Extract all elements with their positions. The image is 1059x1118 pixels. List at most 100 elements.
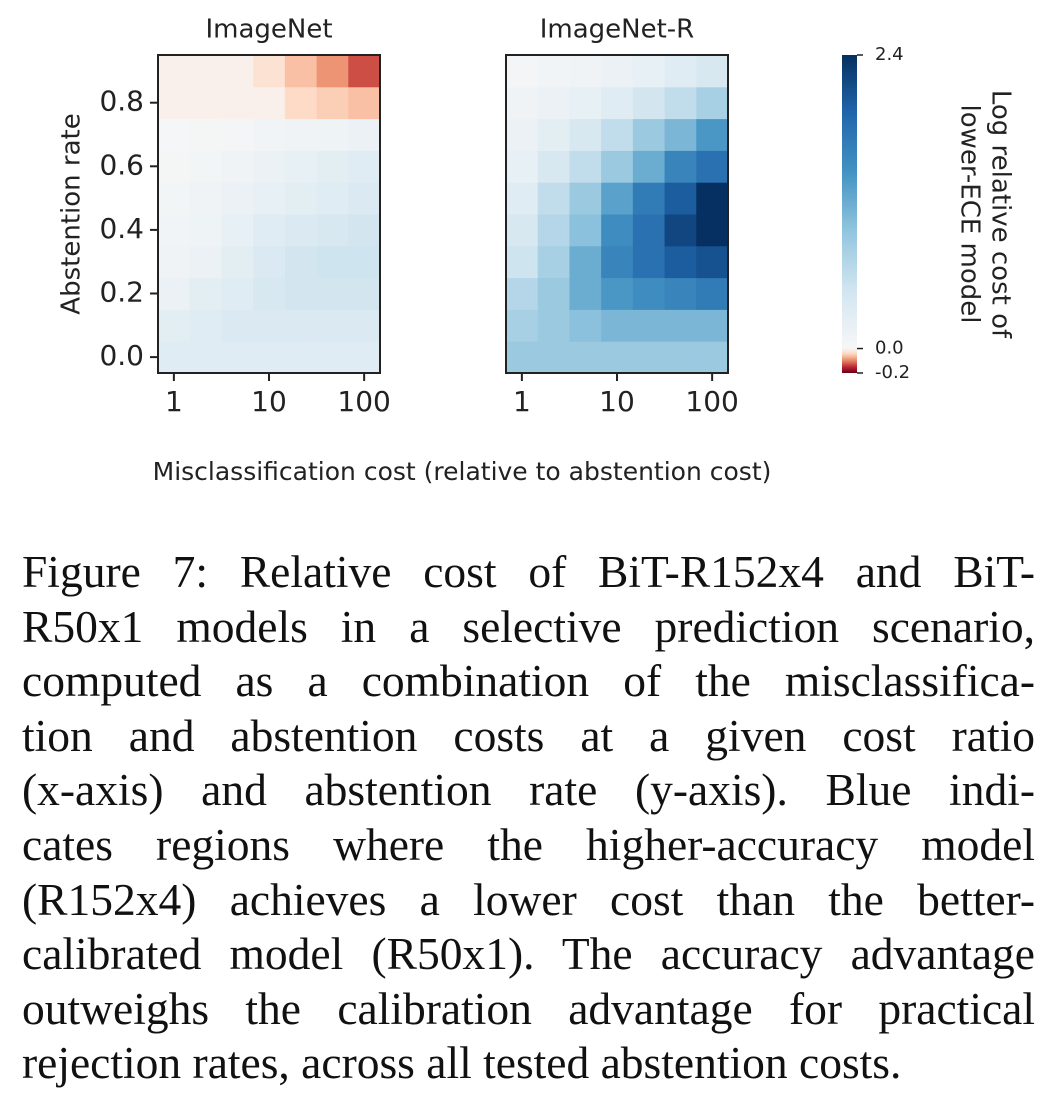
heatmap-cell <box>189 182 222 215</box>
heatmap-cell <box>316 86 349 120</box>
y-tick-label: 0.0 <box>99 339 144 372</box>
heatmap-cell <box>284 245 318 279</box>
figure: Misclassification cost (relative to abst… <box>57 15 1016 487</box>
heatmap-cell <box>601 277 634 310</box>
heatmap-cell <box>284 277 318 310</box>
heatmap-cell <box>632 86 666 120</box>
caption-line: outweighs the calibration advantage for … <box>22 982 1035 1034</box>
heatmap-cell <box>537 341 570 374</box>
heatmap-cell <box>253 86 286 120</box>
heatmap-cell <box>284 55 318 88</box>
heatmap-cell <box>348 86 381 120</box>
heatmap-cell <box>664 182 697 215</box>
heatmap-cell <box>696 55 729 88</box>
heatmap-cell <box>506 55 539 88</box>
heatmap-cell <box>601 118 634 151</box>
heatmap-cell <box>537 55 570 88</box>
heatmap-cell <box>664 214 697 247</box>
heatmap-cell <box>221 118 254 151</box>
heatmap-cell <box>284 341 318 374</box>
heatmap-cell <box>221 309 254 342</box>
heatmap-cell <box>569 86 602 120</box>
heatmap-cell <box>537 182 570 215</box>
heatmap-cell <box>316 341 349 374</box>
heatmap-cell <box>284 150 318 183</box>
x-tick-label: 10 <box>251 385 287 418</box>
heatmap-cell <box>348 150 381 183</box>
heatmap-cell <box>284 118 318 151</box>
caption-line: computed as a combination of the misclas… <box>22 655 1035 707</box>
heatmap-cell <box>158 55 191 88</box>
heatmap-cell <box>601 214 634 247</box>
heatmap-cell <box>158 341 191 374</box>
heatmap-cell <box>348 118 381 151</box>
heatmap-cell <box>189 150 222 183</box>
heatmap-cell <box>506 277 539 310</box>
heatmap-cell <box>569 277 602 310</box>
heatmap-cell <box>506 214 539 247</box>
heatmap-cell <box>632 309 666 342</box>
heatmap-cell <box>284 309 318 342</box>
y-tick-label: 0.2 <box>99 276 144 309</box>
heatmap-cell <box>253 55 286 88</box>
heatmap-cell <box>537 214 570 247</box>
heatmap-cell <box>253 118 286 151</box>
heatmap-cell <box>316 309 349 342</box>
heatmap-cell <box>316 150 349 183</box>
panel-title: ImageNet-R <box>540 15 695 45</box>
heatmap-cell <box>158 245 191 279</box>
heatmap-cell <box>316 277 349 310</box>
heatmap-cell <box>253 309 286 342</box>
heatmap-cell <box>537 277 570 310</box>
colorbar-label-line: Log relative cost of <box>986 90 1016 339</box>
heatmap-cell <box>348 55 381 88</box>
heatmap-cell <box>601 86 634 120</box>
heatmap-cell <box>537 86 570 120</box>
heatmap-cell <box>601 309 634 342</box>
x-tick-label: 100 <box>337 385 390 418</box>
heatmap-cell <box>569 182 602 215</box>
heatmap-cell <box>348 277 381 310</box>
heatmap-cell <box>189 214 222 247</box>
heatmap-cell <box>284 214 318 247</box>
x-tick-label: 10 <box>599 385 635 418</box>
heatmap-cell <box>316 55 349 88</box>
heatmap-cell <box>221 214 254 247</box>
heatmap-cell <box>632 245 666 279</box>
heatmap-cell <box>221 55 254 88</box>
heatmap-cell <box>253 245 286 279</box>
heatmap-cell <box>632 214 666 247</box>
heatmap-cell <box>253 182 286 215</box>
y-tick-label: 0.6 <box>99 148 144 181</box>
caption-line: tion and abstention costs at a given cos… <box>22 709 1035 761</box>
heatmap-cell <box>537 150 570 183</box>
heatmap-cell <box>158 277 191 310</box>
panel-title: ImageNet <box>205 15 332 45</box>
colorbar <box>842 55 857 373</box>
colorbar-label-line: lower-ECE model <box>955 104 985 323</box>
heatmap-cell <box>537 309 570 342</box>
heatmap-cell <box>696 277 729 310</box>
caption-line: Figure 7: Relative cost of BiT-R152x4 an… <box>22 546 1035 597</box>
heatmap-cell <box>221 150 254 183</box>
heatmap-cell <box>664 150 697 183</box>
heatmap-cell <box>253 214 286 247</box>
heatmap-cell <box>632 277 666 310</box>
heatmap-cell <box>316 182 349 215</box>
heatmap-cell <box>601 182 634 215</box>
heatmap-cell <box>569 245 602 279</box>
caption-line: cates regions where the higher-accuracy … <box>22 819 1035 870</box>
heatmap-cell <box>569 118 602 151</box>
heatmap-cell <box>348 182 381 215</box>
heatmap-cell <box>601 150 634 183</box>
caption-line: (R152x4) achieves a lower cost than the … <box>22 873 1035 925</box>
heatmap-cell <box>664 86 697 120</box>
heatmap-cell <box>601 55 634 88</box>
heatmap-cell <box>696 86 729 120</box>
heatmap-cell <box>253 150 286 183</box>
heatmap-cell <box>221 182 254 215</box>
x-tick-label: 1 <box>165 385 183 418</box>
heatmap-cell <box>316 214 349 247</box>
heatmap-cell <box>696 245 729 279</box>
